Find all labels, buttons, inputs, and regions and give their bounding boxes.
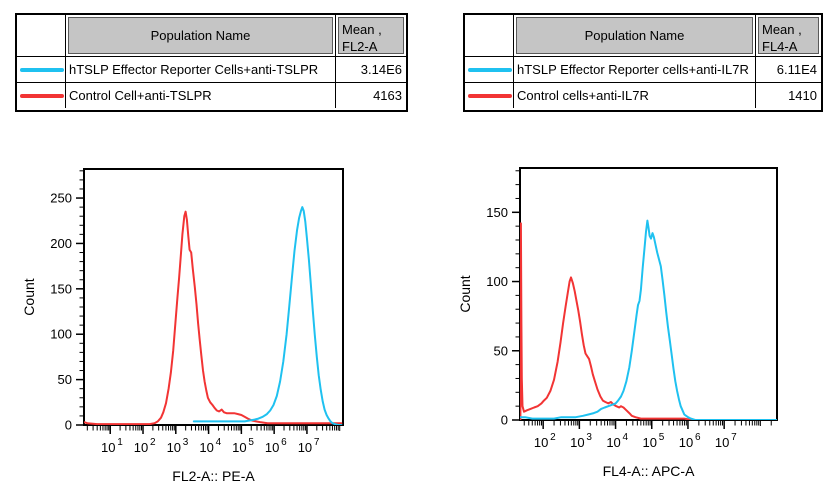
legend-corner-cell (17, 15, 65, 56)
series-swatch-red (20, 93, 64, 98)
histogram-curve (192, 206, 343, 425)
mean-header-cell: Mean , FL4-A (755, 15, 821, 56)
x-tick-label: 10 (534, 435, 548, 450)
x-tick-exponent: 6 (281, 437, 287, 448)
x-tick-label: 10 (199, 440, 213, 455)
x-tick-label: 10 (715, 435, 729, 450)
y-tick-label: 50 (58, 372, 72, 387)
mean-header-line2: FL4-A (762, 39, 798, 54)
x-axis-title: FL2-A:: PE-A (172, 468, 255, 484)
x-tick-label: 10 (570, 435, 584, 450)
y-axis: 0 50 100 150 (486, 170, 519, 428)
y-tick-label: 150 (486, 205, 508, 220)
mean-value-cell: 1410 (755, 82, 821, 108)
x-axis: 10 1 10 2 10 3 10 4 10 5 10 6 10 7 (86, 426, 341, 455)
population-name-cell: Control cells+anti-IL7R (513, 82, 755, 108)
legend-table-fl2a: Population Name Mean , FL2-A hTSLP Effec… (15, 13, 408, 112)
series-swatch-cyan (20, 67, 64, 72)
y-tick-label: 250 (50, 191, 72, 206)
series-swatch-red (468, 93, 512, 98)
y-axis-title: Count (21, 278, 37, 315)
plot-frame (83, 168, 344, 426)
histogram-curve (520, 222, 777, 420)
mean-header-line1: Mean , (342, 22, 382, 37)
population-name-header-cell: Population Name (513, 15, 755, 56)
mean-value: 3.14E6 (360, 62, 402, 77)
mean-header-line2: FL2-A (342, 39, 378, 54)
y-tick-label: 100 (50, 327, 72, 342)
population-name: hTSLP Effector Reporter cells+anti-IL7R (517, 62, 749, 77)
y-axis-title: Count (457, 275, 473, 312)
histogram-curve (84, 210, 343, 425)
x-tick-label: 10 (679, 435, 693, 450)
y-tick-label: 0 (501, 413, 508, 428)
mean-header: Mean , FL4-A (758, 17, 819, 54)
swatch-cell (465, 82, 513, 108)
mean-value-cell: 3.14E6 (335, 56, 406, 82)
x-axis-title: FL4-A:: APC-A (603, 463, 695, 479)
mean-value-cell: 4163 (335, 82, 406, 108)
population-name-cell: hTSLP Effector Reporter cells+anti-IL7R (513, 56, 755, 82)
mean-value: 1410 (788, 88, 817, 103)
x-tick-exponent: 6 (695, 432, 701, 443)
series-curves (520, 219, 777, 420)
plot-frame (519, 167, 778, 421)
mean-header-cell: Mean , FL2-A (335, 15, 406, 56)
x-tick-label: 10 (298, 440, 312, 455)
x-tick-label: 10 (643, 435, 657, 450)
x-tick-label: 10 (167, 440, 181, 455)
x-tick-exponent: 7 (731, 432, 737, 443)
x-tick-exponent: 1 (117, 437, 123, 448)
population-name-cell: Control Cell+anti-TSLPR (65, 82, 335, 108)
population-name-header-cell: Population Name (65, 15, 335, 56)
x-tick-exponent: 3 (586, 432, 592, 443)
population-name-header: Population Name (68, 17, 333, 54)
swatch-cell (465, 56, 513, 82)
mean-value: 4163 (373, 88, 402, 103)
x-tick-label: 10 (134, 440, 148, 455)
x-tick-exponent: 2 (550, 432, 556, 443)
x-tick-label: 10 (232, 440, 246, 455)
x-tick-label: 10 (265, 440, 279, 455)
y-tick-label: 0 (65, 418, 72, 433)
y-tick-label: 100 (486, 274, 508, 289)
series-swatch-cyan (468, 67, 512, 72)
swatch-cell (17, 56, 65, 82)
x-tick-label: 10 (101, 440, 115, 455)
x-tick-label: 10 (606, 435, 620, 450)
x-tick-exponent: 5 (659, 432, 665, 443)
population-name: hTSLP Effector Reporter Cells+anti-TSLPR (69, 62, 319, 77)
histogram-curve (520, 219, 777, 420)
y-tick-label: 50 (494, 343, 508, 358)
x-tick-exponent: 4 (216, 437, 222, 448)
y-tick-label: 150 (50, 281, 72, 296)
series-curves (84, 206, 343, 425)
x-tick-exponent: 5 (248, 437, 254, 448)
mean-header: Mean , FL2-A (338, 17, 404, 54)
mean-value: 6.11E4 (776, 62, 817, 77)
x-axis: 10 2 10 3 10 4 10 5 10 6 10 7 (523, 421, 772, 450)
mean-header-line1: Mean , (762, 22, 802, 37)
x-tick-exponent: 4 (623, 432, 629, 443)
legend-table-fl4a: Population Name Mean , FL4-A hTSLP Effec… (463, 13, 823, 112)
x-tick-exponent: 3 (183, 437, 189, 448)
swatch-cell (17, 82, 65, 108)
y-tick-label: 200 (50, 236, 72, 251)
population-name: Control Cell+anti-TSLPR (69, 88, 212, 103)
x-tick-exponent: 7 (314, 437, 320, 448)
x-tick-exponent: 2 (150, 437, 156, 448)
population-name-header: Population Name (516, 17, 753, 54)
population-name: Control cells+anti-IL7R (517, 88, 649, 103)
y-axis: 0 50 100 150 200 250 (50, 170, 83, 433)
mean-value-cell: 6.11E4 (755, 56, 821, 82)
population-name-cell: hTSLP Effector Reporter Cells+anti-TSLPR (65, 56, 335, 82)
legend-corner-cell (465, 15, 513, 56)
